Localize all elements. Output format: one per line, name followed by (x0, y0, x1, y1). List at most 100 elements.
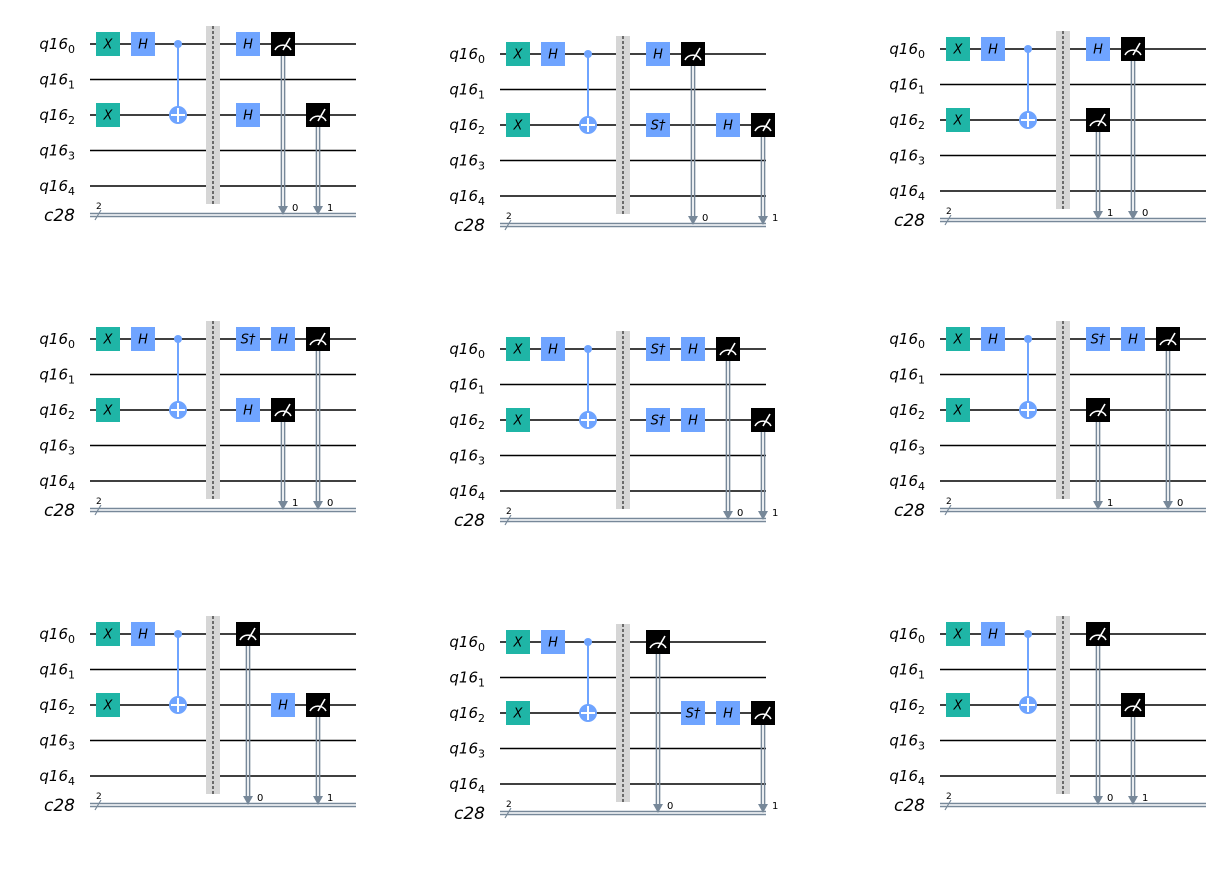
qubit-index: 4 (478, 195, 485, 208)
gate-label: X (103, 333, 114, 348)
measure-arrowhead (688, 216, 698, 225)
gate-label: X (513, 414, 524, 429)
measure-box (306, 103, 330, 127)
cbit-index: 0 (737, 508, 743, 519)
measure-gate: 1 (751, 113, 778, 225)
measure-box (716, 337, 740, 361)
cbit-index: 0 (1142, 208, 1148, 219)
meter-needle (247, 627, 256, 641)
measure-gate: 1 (271, 398, 298, 510)
cnot-gate (579, 345, 597, 429)
qubit-index: 2 (478, 124, 485, 137)
gate-box (131, 327, 155, 351)
qubit-index: 1 (68, 374, 75, 387)
classical-register-width: 2 (96, 792, 102, 802)
qubit-index: 0 (918, 633, 925, 646)
meter-arc (274, 44, 292, 51)
cbit-index: 1 (327, 203, 333, 214)
x-gate: X (506, 337, 530, 361)
h-gate: H (131, 327, 155, 351)
x-gate: X (506, 701, 530, 725)
meter-needle (282, 403, 291, 417)
qubit-label: q162 (39, 401, 75, 422)
barrier (206, 321, 220, 499)
gate-label: H (988, 43, 998, 58)
qubit-label: q164 (889, 767, 925, 788)
measure-arrowhead (653, 804, 663, 813)
qubit-register-name: q16 (449, 775, 478, 793)
qubit-register-name: q16 (449, 116, 478, 134)
measure-arrowhead (758, 216, 768, 225)
circuit-diagram-1: q160 q161 q162 q163 q164 c28 2 X X H H H 0 1 (0, 0, 370, 274)
gate-label: S† (686, 707, 701, 722)
qubit-label: q160 (449, 340, 485, 361)
measure-box (681, 42, 705, 66)
qubit-register-name: q16 (889, 661, 918, 679)
x-gate: X (96, 103, 120, 127)
qubit-register-name: q16 (449, 633, 478, 651)
barrier (616, 36, 630, 214)
gate-label: H (688, 414, 698, 429)
qubit-register-name: q16 (39, 625, 68, 643)
qubit-index: 2 (68, 704, 75, 717)
cbit-index: 1 (772, 508, 778, 519)
gate-label: X (103, 699, 114, 714)
h-gate: H (271, 693, 295, 717)
gate-box (506, 701, 530, 725)
classical-register-label: c28 (894, 501, 925, 521)
gate-label: X (513, 48, 524, 63)
classical-register-width: 2 (946, 792, 952, 802)
qubit-index: 0 (478, 348, 485, 361)
gate-box (96, 32, 120, 56)
circuit-diagram-9: q160 q161 q162 q163 q164 c28 2 X X H 0 1 (850, 590, 1208, 864)
meter-arc (239, 634, 257, 641)
meter-arc (1159, 339, 1177, 346)
gate-label: H (723, 119, 733, 134)
qubit-register-name: q16 (889, 40, 918, 58)
qubit-label: q164 (449, 187, 485, 208)
qubit-label: q161 (449, 376, 485, 397)
measure-box (1121, 693, 1145, 717)
circuit-grid: q160 q161 q162 q163 q164 c28 2 X X H H H 0 1 q160 q161 q… (0, 0, 1206, 824)
bus-slash (94, 504, 102, 516)
gate-label: H (278, 699, 288, 714)
measure-arrowhead (278, 501, 288, 510)
gate-label: X (513, 343, 524, 358)
gate-box (271, 693, 295, 717)
cbit-index: 1 (292, 498, 298, 509)
qubit-register-name: q16 (449, 740, 478, 758)
qubit-label: q160 (39, 625, 75, 646)
meter-arc (1124, 49, 1142, 56)
bus-slash (944, 504, 952, 516)
measure-arrowhead (243, 796, 253, 805)
measure-gate: 1 (306, 103, 333, 215)
meter-needle (1167, 332, 1176, 346)
x-gate: X (96, 693, 120, 717)
qubit-index: 3 (918, 445, 925, 458)
qubit-label: q164 (449, 482, 485, 503)
cbit-index: 1 (772, 213, 778, 224)
measure-arrowhead (1163, 501, 1173, 510)
qubit-index: 4 (68, 185, 75, 198)
measure-gate: 1 (1086, 398, 1113, 510)
meter-arc (274, 410, 292, 417)
h-gate: H (981, 327, 1005, 351)
barrier (616, 624, 630, 802)
x-gate: X (96, 32, 120, 56)
qubit-register-name: q16 (39, 142, 68, 160)
classical-register-width: 2 (506, 800, 512, 810)
h-gate: H (131, 622, 155, 646)
gate-box (946, 108, 970, 132)
qubit-label: q161 (449, 669, 485, 690)
qubit-register-name: q16 (889, 472, 918, 490)
measure-arrowhead (758, 511, 768, 520)
qubit-register-name: q16 (889, 437, 918, 455)
gate-label: X (953, 628, 964, 643)
qubit-index: 1 (478, 677, 485, 690)
qubit-register-name: q16 (39, 71, 68, 89)
qubit-index: 3 (478, 160, 485, 173)
h-gate: H (236, 398, 260, 422)
gate-label: H (138, 38, 148, 53)
measure-gate: 0 (681, 42, 708, 225)
